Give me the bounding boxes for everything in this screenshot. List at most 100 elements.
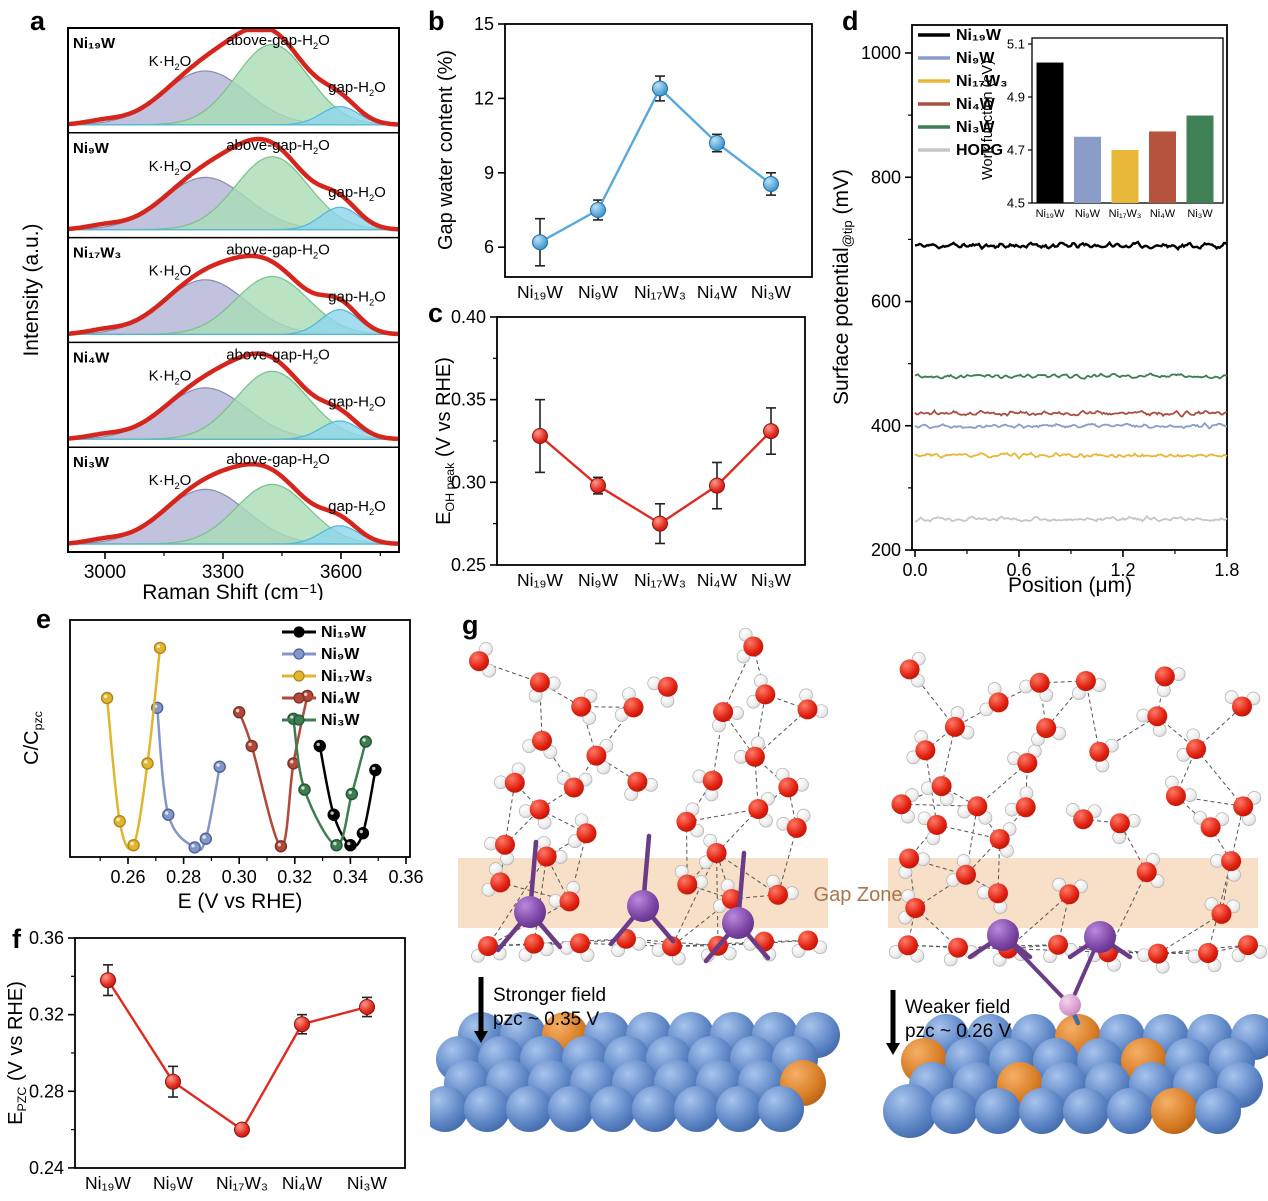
- oxygen-atom: [563, 777, 584, 798]
- data-point: [113, 814, 126, 828]
- metal-slab-left: [430, 1012, 840, 1132]
- legend-label: Ni₃W: [321, 712, 360, 729]
- water-molecule: [651, 936, 686, 966]
- water-molecule: [1043, 934, 1078, 964]
- nickel-atom: [548, 1086, 594, 1132]
- legend: Ni₁₉W Ni₉W Ni₁₇W₃ Ni₄W Ni₃W HOPG: [918, 27, 1008, 159]
- stronger-pzc-label: pzc ~ 0.35 V: [493, 1009, 599, 1030]
- potassium-ion: [722, 907, 754, 939]
- trace-Ni₁₉W: [914, 240, 1228, 251]
- water-molecule: [1154, 666, 1186, 698]
- oxygen-atom: [676, 811, 697, 832]
- data-point: [532, 428, 548, 444]
- x-category-label: Ni₃W: [751, 282, 792, 300]
- raman-subpanel: Ni₉W K·H2O above-gap-H2O gap-H2O: [67, 132, 400, 232]
- inset-x-category-label: Ni₃W: [1187, 208, 1213, 220]
- fitted-peak: [68, 420, 400, 440]
- data-point: [127, 838, 140, 852]
- ion-bond: [1001, 933, 1072, 1007]
- trace-Ni₁₇W₃: [914, 451, 1228, 460]
- oxygen-atom: [899, 848, 920, 869]
- oxygen-atom: [576, 823, 597, 844]
- oxygen-atom: [657, 676, 678, 697]
- x-tick-label: 0.36: [388, 867, 423, 887]
- x-category-label: Ni₁₉W: [517, 570, 563, 590]
- x-tick-label: 1.2: [1110, 560, 1135, 580]
- oxygen-atom: [469, 651, 489, 672]
- oxygen-atom: [948, 937, 968, 958]
- peak-label-above-gap-h2o: above-gap-H2O: [226, 242, 330, 261]
- oxygen-atom: [662, 936, 682, 957]
- data-point: [532, 234, 548, 251]
- field-arrow: [474, 977, 488, 1043]
- nickel-atom: [506, 1086, 552, 1132]
- trace-Ni₄W: [914, 408, 1228, 418]
- water-molecule: [556, 771, 593, 798]
- inset-x-category-label: Ni₁₉W: [1036, 208, 1065, 220]
- water-molecule: [891, 788, 919, 824]
- data-point: [763, 176, 779, 192]
- sample-label: Ni₃W: [73, 454, 110, 471]
- y-tick-label: 200: [871, 540, 901, 560]
- data-point: [232, 705, 246, 719]
- data-point: [763, 423, 779, 440]
- oxygen-atom: [524, 933, 544, 954]
- oxygen-atom: [1029, 672, 1050, 693]
- panel-e-label: e: [36, 604, 52, 634]
- peak-label-gap-h2o: gap-H2O: [328, 498, 386, 517]
- peak-label-above-gap-h2o: above-gap-H2O: [226, 32, 330, 51]
- inset-x-category-label: Ni₁₇W₃: [1109, 208, 1142, 220]
- water-molecule: [734, 736, 765, 767]
- curve-Ni₉W: [155, 707, 221, 852]
- fitted-peak: [68, 206, 400, 231]
- marker-highlight: [116, 817, 120, 822]
- peak-label-above-gap-h2o: above-gap-H2O: [226, 346, 330, 365]
- potassium-ions-left: [495, 833, 771, 964]
- data-point: [141, 757, 154, 770]
- data-point: [165, 1073, 181, 1090]
- oxygen-atom: [1198, 943, 1218, 963]
- oxygen-atom: [768, 884, 788, 905]
- x-category-label: Ni₁₇W₃: [216, 1173, 268, 1193]
- panel-b-gap-water-chart: 6 9 12 15 Ni₁₉W Ni₉W Ni₁₇W₃ Ni₄W Ni₃W Gap water c…: [435, 14, 813, 300]
- nickel-atom: [975, 1088, 1021, 1134]
- water-molecule: [712, 702, 744, 733]
- work-function-bar: [1149, 131, 1176, 203]
- y-axis-title: C/Cpzc: [21, 711, 45, 765]
- stronger-field-label: Stronger field: [493, 985, 606, 1006]
- legend-label: Ni₉W: [956, 50, 995, 67]
- data-point: [709, 477, 725, 494]
- nickel-atom: [1107, 1088, 1153, 1134]
- oxygen-atom: [713, 702, 734, 722]
- potassium-ions-right: [967, 919, 1133, 1026]
- water-molecule: [1136, 852, 1165, 888]
- oxygen-atom: [899, 659, 920, 680]
- y-tick-label: 0.35: [451, 390, 486, 410]
- panel-e-capacitance-chart: 0.26 0.28 0.30 0.32 0.34 0.36Ni₁₉WNi₉WNi₁₇W₃N…: [21, 619, 424, 913]
- water-molecule: [888, 935, 925, 963]
- y-tick-label: 1000: [861, 43, 901, 63]
- oxygen-atom: [1048, 934, 1068, 955]
- water-molecule: [528, 672, 561, 703]
- panel-c-eoh-chart: 0.25 0.30 0.35 0.40 Ni₁₉W Ni₉W Ni₁₇W₃ Ni₄W Ni₃W E…: [433, 307, 806, 590]
- data-point: [199, 832, 213, 845]
- hydrogen-bond: [671, 941, 765, 947]
- fitted-peak: [68, 308, 400, 335]
- x-tick-label: 0.0: [902, 560, 927, 580]
- potassium-ion: [627, 890, 659, 922]
- tungsten-atom: [1151, 1088, 1197, 1134]
- oxygen-atom: [1075, 671, 1096, 691]
- panel-g-md-illustration: Gap Zone Stronger field pzc ~ 0.35 V Weaker…: [430, 627, 1268, 1138]
- oxygen-atom: [1147, 706, 1168, 727]
- x-category-label: Ni₄W: [697, 570, 738, 590]
- hydrogen-bond: [936, 824, 1000, 840]
- data-line: [539, 86, 772, 244]
- marker-highlight: [191, 844, 195, 848]
- water-molecule: [1224, 690, 1261, 717]
- hydrogen-bond: [686, 808, 759, 823]
- data-point: [153, 641, 167, 655]
- sample-label: Ni₉W: [73, 140, 110, 157]
- water-molecule: [559, 933, 595, 962]
- x-tick-label: 0.32: [277, 867, 312, 887]
- oxygen-atom: [702, 770, 723, 791]
